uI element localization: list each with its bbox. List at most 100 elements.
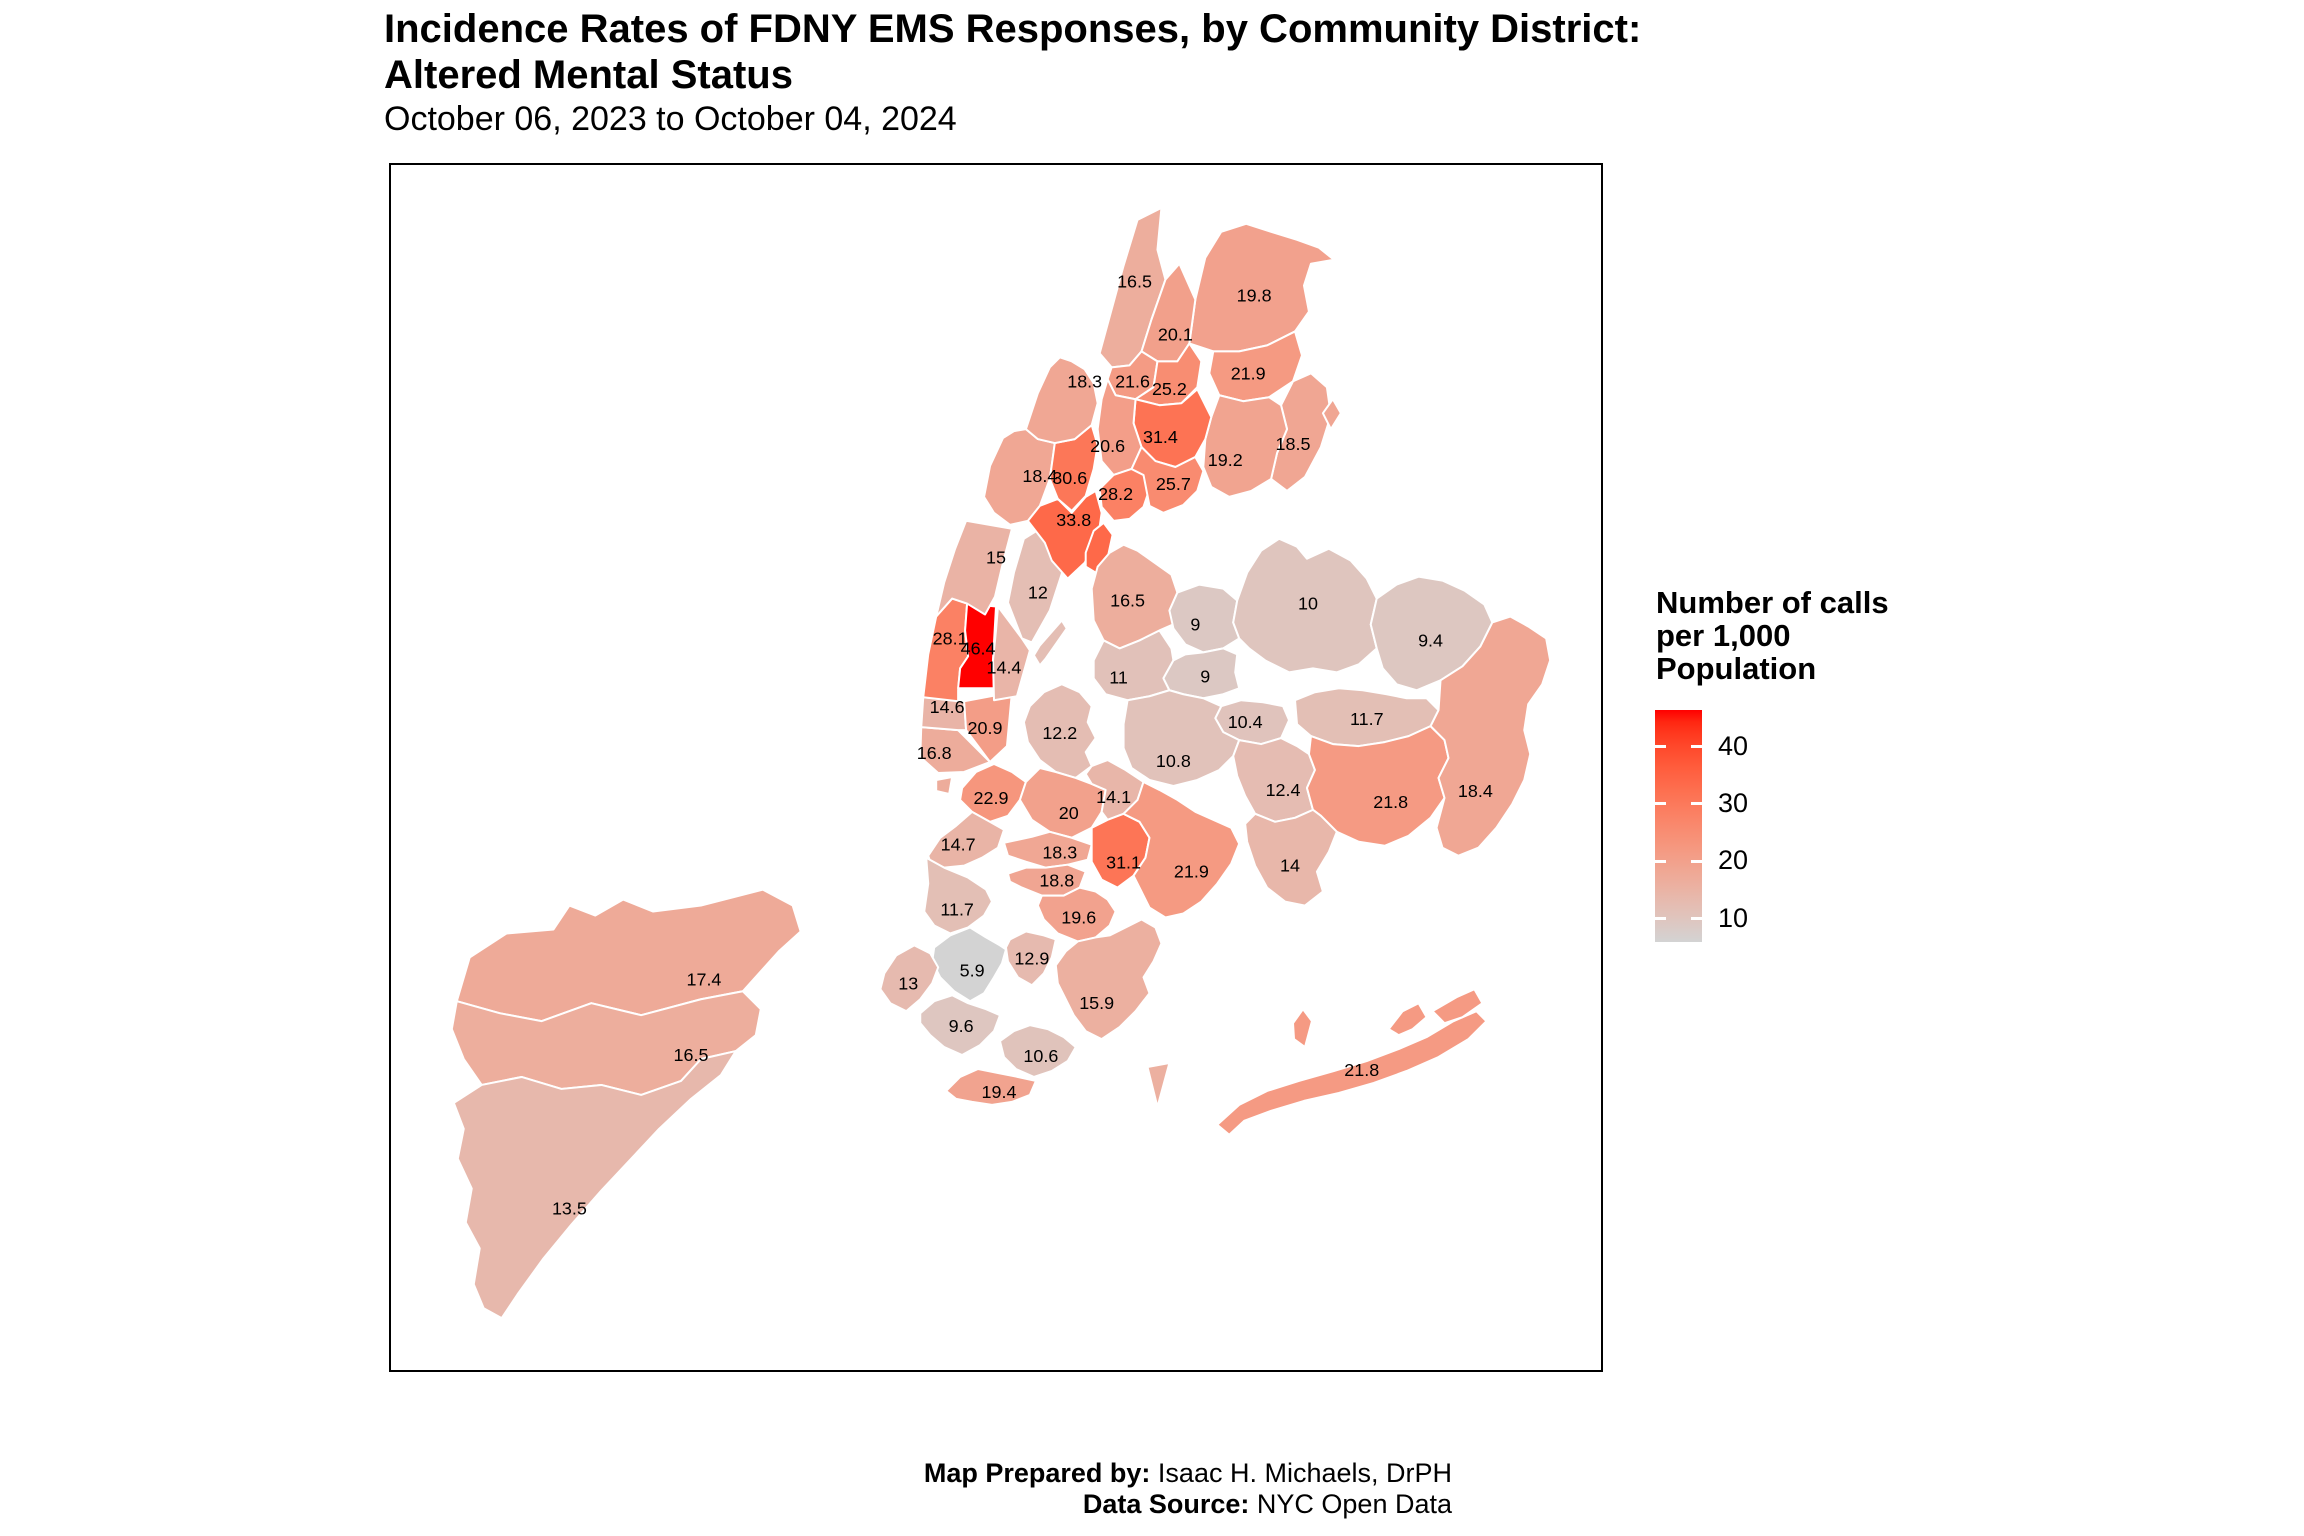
legend-gradient-bar [1655, 710, 1702, 942]
district-value-label: 31.4 [1143, 427, 1178, 447]
district-polygon [1168, 583, 1241, 654]
caption: Map Prepared by: Isaac H. Michaels, DrPH… [924, 1458, 1452, 1520]
district-value-label: 19.2 [1208, 450, 1243, 470]
district-polygon [1202, 394, 1289, 498]
district-polygon [1002, 830, 1093, 869]
district-polygon [1084, 521, 1114, 574]
district-value-label: 9 [1190, 614, 1200, 634]
district-value-label: 20 [1059, 803, 1079, 823]
caption-line1: Map Prepared by: Isaac H. Michaels, DrPH [924, 1458, 1452, 1489]
district-value-label: 18.5 [1276, 434, 1311, 454]
district-value-label: 19.6 [1061, 907, 1096, 927]
district-value-label: 20.1 [1158, 324, 1193, 344]
district-value-label: 18.4 [1022, 466, 1057, 486]
chart-subtitle: October 06, 2023 to October 04, 2024 [384, 100, 957, 138]
legend-tick-label: 10 [1718, 902, 1749, 933]
district-value-label: 16.5 [1117, 272, 1152, 292]
district-value-label: 25.7 [1156, 474, 1191, 494]
district-polygon [935, 775, 954, 795]
legend-tick-mark [1655, 859, 1666, 863]
district-value-label: 17.4 [687, 969, 722, 989]
district-polygon [1130, 446, 1205, 514]
district-value-label: 21.8 [1373, 792, 1408, 812]
district-value-label: 9.4 [1418, 630, 1443, 650]
legend-title-line2: per 1,000 [1656, 618, 1791, 653]
district-value-label: 21.9 [1174, 862, 1209, 882]
legend-title-line1: Number of calls [1656, 585, 1889, 620]
district-value-label: 16.5 [1110, 591, 1145, 611]
district-polygon [945, 1068, 1037, 1106]
district-polygon [1305, 725, 1450, 847]
district-value-label: 10 [1298, 594, 1318, 614]
district-value-label: 11 [1109, 667, 1128, 687]
district-polygon [1146, 1062, 1171, 1108]
district-value-label: 28.1 [933, 628, 968, 648]
district-polygon [1431, 988, 1484, 1025]
district-value-label: 21.6 [1115, 371, 1150, 391]
district-value-label: 14.1 [1096, 787, 1131, 807]
district-polygon [1054, 918, 1163, 1041]
prepared-by-value: Isaac H. Michaels, DrPH [1157, 1458, 1452, 1488]
district-polygon [935, 519, 1013, 618]
data-source-value: NYC Open Data [1256, 1489, 1452, 1519]
nyc-map-svg: 16.814.620.928.146.414.4151218.430.633.8… [450, 206, 1552, 1320]
district-value-label: 18.8 [1039, 871, 1074, 891]
district-value-label: 30.6 [1052, 468, 1087, 488]
district-value-label: 9 [1200, 666, 1210, 686]
district-value-label: 20.6 [1090, 436, 1125, 456]
legend-tick-mark [1655, 745, 1666, 749]
district-value-label: 25.2 [1152, 379, 1187, 399]
district-value-label: 19.4 [982, 1082, 1017, 1102]
district-value-label: 21.9 [1231, 363, 1266, 383]
district-value-label: 18.3 [1042, 843, 1077, 863]
district-polygon [1024, 356, 1099, 445]
district-polygon [957, 602, 997, 690]
legend-tick-mark [1691, 802, 1702, 806]
legend-tick-mark [1691, 745, 1702, 749]
district-polygon [919, 994, 1001, 1057]
district-polygon [879, 944, 940, 1013]
district-value-label: 12.2 [1042, 723, 1077, 743]
district-polygon [1387, 1002, 1428, 1037]
district-value-label: 12 [1028, 583, 1048, 603]
district-polygon [998, 1024, 1077, 1078]
legend-tick-mark [1691, 917, 1702, 920]
district-value-label: 11.7 [940, 900, 974, 920]
district-value-label: 10.4 [1228, 712, 1263, 732]
district-polygon [1122, 780, 1241, 919]
district-polygon [452, 1050, 737, 1320]
chart-title-line2: Altered Mental Status [384, 53, 793, 97]
legend-tick-label: 30 [1718, 787, 1749, 818]
district-value-label: 22.9 [974, 788, 1009, 808]
district-polygon [1216, 1010, 1488, 1136]
legend-tick-label: 40 [1718, 730, 1749, 761]
legend-tick-label: 20 [1718, 845, 1749, 876]
district-value-label: 18.4 [1458, 781, 1493, 801]
chart-title-line1: Incidence Rates of FDNY EMS Responses, b… [384, 7, 1642, 51]
district-polygon [1032, 619, 1068, 667]
district-polygon [1022, 683, 1097, 779]
district-polygon [1244, 808, 1338, 907]
district-polygon [1429, 615, 1552, 857]
district-polygon [1321, 398, 1342, 431]
district-value-label: 12.9 [1014, 948, 1049, 968]
legend-tick-mark [1691, 859, 1702, 863]
district-value-label: 20.9 [968, 718, 1003, 738]
district-value-label: 16.5 [674, 1045, 709, 1065]
district-value-label: 10.8 [1156, 751, 1191, 771]
district-polygon [1292, 1008, 1313, 1049]
district-value-label: 14.6 [930, 697, 965, 717]
district-value-label: 14.4 [987, 657, 1022, 677]
district-value-label: 12.4 [1266, 780, 1301, 800]
district-value-label: 33.8 [1056, 510, 1091, 530]
district-polygon [923, 856, 994, 935]
chart-title: Incidence Rates of FDNY EMS Responses, b… [384, 6, 1641, 98]
district-value-label: 13.5 [552, 1199, 587, 1219]
legend-title: Number of calls per 1,000 Population [1656, 586, 1889, 685]
prepared-by-label: Map Prepared by: [923, 1458, 1151, 1488]
district-value-label: 19.8 [1237, 286, 1272, 306]
district-value-label: 14.7 [941, 835, 976, 855]
district-value-label: 15 [986, 548, 1006, 568]
district-polygon [931, 926, 1007, 1003]
district-value-label: 11.7 [1350, 709, 1384, 729]
